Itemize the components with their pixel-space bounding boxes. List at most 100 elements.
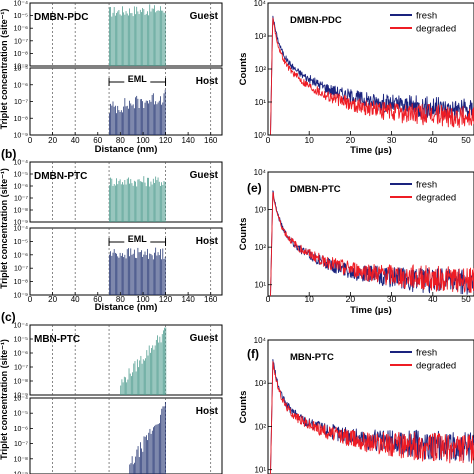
concentration-bar [163, 12, 165, 67]
concentration-bar [143, 436, 145, 474]
sample-name: DMBN-PTC [290, 184, 341, 195]
concentration-bar [156, 104, 158, 135]
concentration-bar [163, 406, 165, 474]
y-tick-label: 10⁴ [254, 336, 267, 345]
concentration-bar [149, 100, 151, 135]
concentration-bar [133, 363, 135, 395]
concentration-bar [137, 179, 139, 222]
y-tick-label: 10⁻⁷ [14, 365, 28, 372]
y-tick-label: 10⁻⁸ [14, 456, 28, 463]
x-tick-label: 100 [136, 136, 150, 145]
concentration-bar [131, 254, 133, 295]
triplet-subplot-guest: 10⁻⁹ 10⁻⁸ 10⁻⁷ 10⁻⁶ 10⁻⁵ 10⁻⁴ Guest MBN-PTC [14, 323, 223, 400]
concentration-bar [143, 9, 145, 66]
concentration-bar [131, 376, 132, 395]
x-axis-label: Time (µs) [350, 305, 392, 316]
concentration-bar [154, 252, 155, 295]
concentration-bar [154, 104, 155, 135]
concentration-bar [136, 6, 138, 67]
concentration-bar [125, 11, 127, 66]
concentration-bar [141, 250, 142, 295]
y-tick-label: 10⁻⁷ [14, 266, 28, 273]
concentration-bar [146, 350, 148, 395]
concentration-bar [128, 177, 129, 222]
concentration-bar [135, 181, 136, 222]
concentration-bar [149, 4, 151, 67]
concentration-bar [116, 253, 117, 295]
concentration-bar [133, 108, 135, 135]
concentration-bar [129, 8, 130, 66]
concentration-bar [119, 111, 121, 135]
x-tick-label: 140 [181, 136, 195, 145]
concentration-bar [133, 180, 135, 222]
y-tick-label: 10⁻⁸ [14, 379, 28, 386]
concentration-bar [122, 253, 123, 295]
concentration-bar [123, 376, 125, 395]
x-tick-label: 10 [304, 294, 314, 304]
concentration-bar [131, 456, 133, 474]
concentration-bar [158, 181, 160, 222]
transient-pl-column: 10⁰ 10¹ 10² 10³ 10⁴ 0 10 20 30 40 50 Time (µs) Count… [238, 0, 474, 474]
y-tick-label: 10⁻⁶ [14, 426, 28, 433]
x-axis-label: Distance (nm) [95, 302, 158, 313]
layer-label-guest: Guest [190, 170, 219, 181]
concentration-bar [151, 8, 153, 67]
concentration-bar [155, 176, 157, 222]
y-tick-label: 10⁻⁴ [14, 160, 29, 167]
concentration-bar [142, 101, 144, 135]
concentration-bar [145, 13, 147, 66]
concentration-bar [120, 255, 122, 295]
concentration-bar [117, 105, 119, 135]
plot-frame [267, 339, 474, 474]
concentration-bar [153, 349, 155, 395]
concentration-bar [122, 112, 123, 135]
triplet-subplot-guest: 10⁻⁹ 10⁻⁸ 10⁻⁷ 10⁻⁶ 10⁻⁵ 10⁻⁴ Guest DMBN-PTC [14, 160, 223, 227]
y-tick-label: 10³ [254, 32, 266, 41]
concentration-bar [110, 103, 111, 135]
concentration-bar [150, 181, 152, 222]
concentration-bar [157, 10, 159, 67]
concentration-bar [159, 336, 161, 395]
concentration-bar [141, 448, 142, 474]
concentration-bar [142, 7, 144, 66]
concentration-bar [132, 464, 134, 474]
concentration-bar [162, 10, 164, 67]
concentration-bar [144, 102, 146, 135]
x-tick-label: 0 [28, 136, 33, 145]
y-axis-label: Counts [238, 53, 249, 86]
x-tick-label: 0 [28, 295, 33, 304]
concentration-bar [140, 355, 142, 395]
concentration-bar [119, 252, 121, 295]
concentration-bar [114, 185, 116, 222]
concentration-bar [143, 108, 145, 135]
concentration-bar [131, 13, 133, 67]
layer-label-guest: Guest [190, 333, 219, 344]
x-tick-label: 40 [71, 136, 80, 145]
concentration-bar [145, 186, 147, 222]
x-tick-label: 140 [181, 295, 195, 304]
concentration-bar [137, 247, 139, 295]
concentration-bar [133, 6, 135, 66]
concentration-bar [130, 463, 132, 474]
concentration-bar [129, 256, 130, 295]
eml-label: EML [128, 74, 148, 84]
concentration-bar [112, 252, 114, 295]
x-tick-label: 120 [159, 136, 173, 145]
concentration-bar [147, 11, 148, 67]
concentration-bar [149, 186, 151, 222]
concentration-bar [127, 379, 129, 395]
concentration-bar [152, 345, 154, 395]
concentration-bar [158, 342, 160, 395]
concentration-bar [124, 179, 126, 222]
legend-label-degraded: degraded [416, 361, 456, 372]
y-tick-label: 10⁻⁹ [14, 64, 28, 71]
x-tick-label: 30 [387, 135, 397, 145]
x-tick-label: 80 [116, 136, 125, 145]
concentration-bar [148, 432, 150, 474]
concentration-bar [162, 102, 164, 135]
concentration-bar [154, 345, 156, 395]
concentration-bar [118, 180, 120, 222]
concentration-bar [160, 342, 162, 395]
concentration-bar [153, 427, 154, 474]
concentration-bar [161, 104, 162, 135]
